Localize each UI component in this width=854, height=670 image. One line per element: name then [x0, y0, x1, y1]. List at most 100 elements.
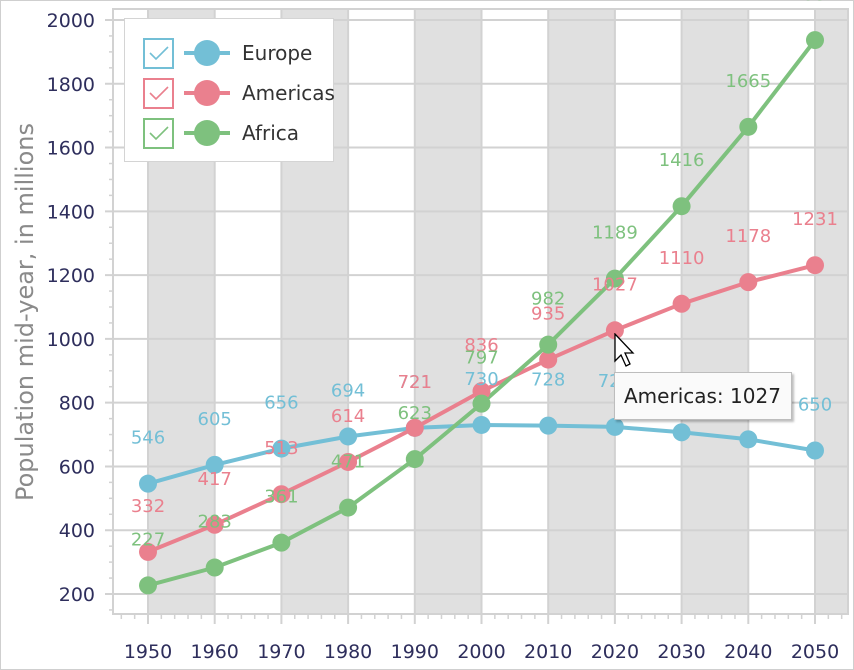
data-point-europe	[272, 439, 291, 458]
data-point-africa	[672, 197, 691, 216]
data-point-americas	[272, 485, 291, 504]
x-tick-label: 1970	[257, 641, 305, 663]
data-point-africa	[205, 558, 224, 577]
series-points	[139, 31, 824, 595]
data-point-africa	[739, 117, 758, 136]
y-tick-label: 400	[59, 520, 95, 542]
data-point-europe	[539, 416, 558, 435]
y-tick-label: 1400	[47, 201, 95, 223]
data-point-americas	[739, 273, 758, 292]
data-point-americas	[205, 515, 224, 534]
data-point-africa	[806, 31, 824, 50]
y-axis-title: Population mid-year, in millions	[11, 123, 39, 501]
data-label-americas: 332	[131, 496, 165, 517]
data-point-europe	[672, 423, 691, 442]
legend-marker-europe	[184, 40, 230, 66]
data-label-africa: 1665	[725, 71, 771, 92]
band-2050	[815, 9, 848, 614]
data-point-africa	[472, 394, 491, 413]
tooltip: Americas: 1027	[614, 372, 792, 420]
y-tick-label: 1000	[47, 329, 95, 351]
y-tick-label: 1200	[47, 265, 95, 287]
x-tick-label: 2000	[457, 641, 505, 663]
data-point-americas	[472, 382, 491, 401]
data-label-europe: 728	[531, 370, 565, 391]
legend-checkbox-africa[interactable]	[143, 117, 174, 149]
legend-item-africa[interactable]: Africa	[143, 115, 299, 151]
y-tick-label: 1800	[47, 74, 95, 96]
x-tick-label: 2050	[791, 641, 839, 663]
data-label-europe: 721	[398, 372, 432, 393]
x-tick-label: 2010	[524, 641, 572, 663]
band-2030	[681, 9, 749, 614]
data-point-americas	[539, 350, 558, 369]
data-label-africa: 982	[531, 289, 565, 310]
data-point-europe	[139, 474, 157, 493]
data-label-africa: 227	[131, 529, 165, 550]
data-label-americas: 721	[398, 372, 432, 393]
data-point-europe	[205, 455, 224, 474]
data-point-americas	[672, 294, 691, 313]
legend-label: Americas	[242, 81, 335, 105]
data-label-americas: 614	[331, 406, 365, 427]
data-point-africa	[539, 335, 558, 354]
data-point-africa	[272, 533, 291, 552]
legend-checkbox-europe[interactable]	[143, 37, 174, 69]
band-1990	[414, 9, 482, 614]
data-label-europe: 730	[464, 369, 498, 390]
data-point-africa	[139, 576, 157, 595]
x-tick-label: 1990	[391, 641, 439, 663]
data-point-americas	[139, 542, 157, 561]
data-point-americas	[806, 256, 824, 275]
data-label-africa: 623	[398, 403, 432, 424]
data-label-americas: 1027	[592, 274, 638, 295]
y-tick-label: 200	[59, 584, 95, 606]
data-label-africa: 1937	[792, 0, 838, 5]
legend: Europe Americas Africa	[124, 18, 335, 162]
data-point-europe	[339, 427, 358, 446]
legend-item-europe[interactable]: Europe	[143, 35, 312, 71]
data-point-africa	[605, 269, 624, 288]
data-point-europe	[739, 430, 758, 449]
data-label-europe: 546	[131, 428, 165, 449]
legend-marker-africa	[184, 120, 230, 146]
data-label-europe: 605	[198, 409, 232, 430]
data-label-americas: 836	[464, 335, 498, 356]
legend-marker-americas	[184, 80, 230, 106]
data-label-americas: 417	[198, 469, 232, 490]
data-point-europe	[806, 441, 824, 460]
data-label-americas: 935	[531, 304, 565, 325]
data-label-africa: 471	[331, 452, 365, 473]
axes: 200 400 600 800 1000 1200 1400 1600 1800 2000 1950…	[47, 10, 843, 663]
data-labels: 5466056566947217307287246503324175136147…	[131, 0, 838, 550]
data-label-americas: 1110	[659, 248, 705, 269]
data-point-africa	[405, 450, 424, 469]
x-tick-label: 1960	[191, 641, 239, 663]
data-label-africa: 1189	[592, 223, 638, 244]
data-label-americas: 1178	[725, 226, 771, 247]
legend-item-americas[interactable]: Americas	[143, 75, 335, 111]
x-tick-label: 1980	[324, 641, 372, 663]
x-tick-label: 2030	[657, 641, 705, 663]
data-point-americas	[339, 452, 358, 471]
legend-label: Africa	[242, 121, 300, 145]
x-tick-label: 2040	[724, 641, 772, 663]
x-tick-label: 2020	[591, 641, 639, 663]
y-tick-label: 800	[59, 393, 95, 415]
data-label-americas: 1231	[792, 209, 838, 230]
data-point-africa	[339, 498, 358, 517]
data-point-europe	[472, 415, 491, 434]
data-point-americas	[605, 321, 624, 340]
check-icon	[148, 126, 169, 141]
data-label-europe: 656	[264, 393, 298, 414]
y-tick-label: 1600	[47, 138, 95, 160]
data-label-africa: 797	[464, 348, 498, 369]
data-label-europe: 650	[798, 395, 832, 416]
legend-label: Europe	[242, 41, 313, 65]
x-tick-label: 1950	[124, 641, 172, 663]
data-point-europe	[605, 417, 624, 436]
data-label-africa: 283	[198, 512, 232, 533]
legend-checkbox-americas[interactable]	[143, 77, 174, 109]
check-icon	[148, 46, 169, 61]
